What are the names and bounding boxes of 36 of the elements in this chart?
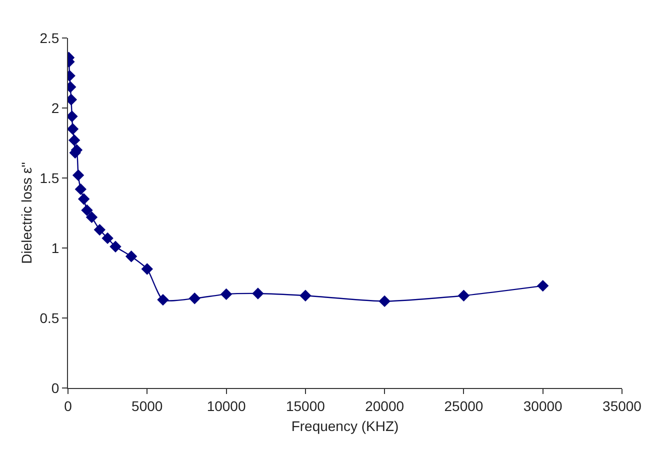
- point: [68, 134, 80, 146]
- point: [110, 240, 122, 252]
- point: [378, 295, 390, 308]
- point: [94, 224, 106, 236]
- x-tick-label: 10000: [206, 398, 246, 414]
- y-tick-label: 2.5: [40, 30, 60, 46]
- y-tick-label: 1.5: [40, 170, 60, 186]
- point: [141, 263, 153, 275]
- point: [72, 169, 84, 182]
- y-tick-label: 0.5: [40, 310, 60, 326]
- y-tick-label: 0: [51, 380, 60, 396]
- x-tick-label: 5000: [132, 398, 163, 414]
- x-tick-label: 35000: [602, 398, 642, 414]
- point: [157, 294, 169, 306]
- y-axis-title: Dielectric loss ε'': [18, 162, 34, 264]
- x-tick-label: 15000: [286, 398, 326, 414]
- point: [458, 290, 470, 302]
- point: [188, 292, 200, 304]
- point: [220, 288, 232, 300]
- x-tick-label: 25000: [444, 398, 484, 414]
- y-tick-label: 1: [51, 240, 60, 256]
- x-tick-label: 20000: [365, 398, 404, 414]
- x-tick-label: 30000: [523, 398, 563, 414]
- x-tick-label: 0: [64, 398, 72, 414]
- point: [86, 211, 98, 224]
- point: [102, 232, 114, 244]
- point: [78, 193, 90, 205]
- point: [537, 280, 549, 292]
- point: [125, 250, 138, 262]
- point: [68, 123, 79, 135]
- x-axis-title: Frequency (KHZ): [291, 418, 399, 434]
- point: [300, 290, 312, 302]
- point: [74, 183, 87, 196]
- point: [81, 204, 93, 216]
- point: [252, 288, 264, 300]
- y-tick-label: 2: [51, 100, 60, 116]
